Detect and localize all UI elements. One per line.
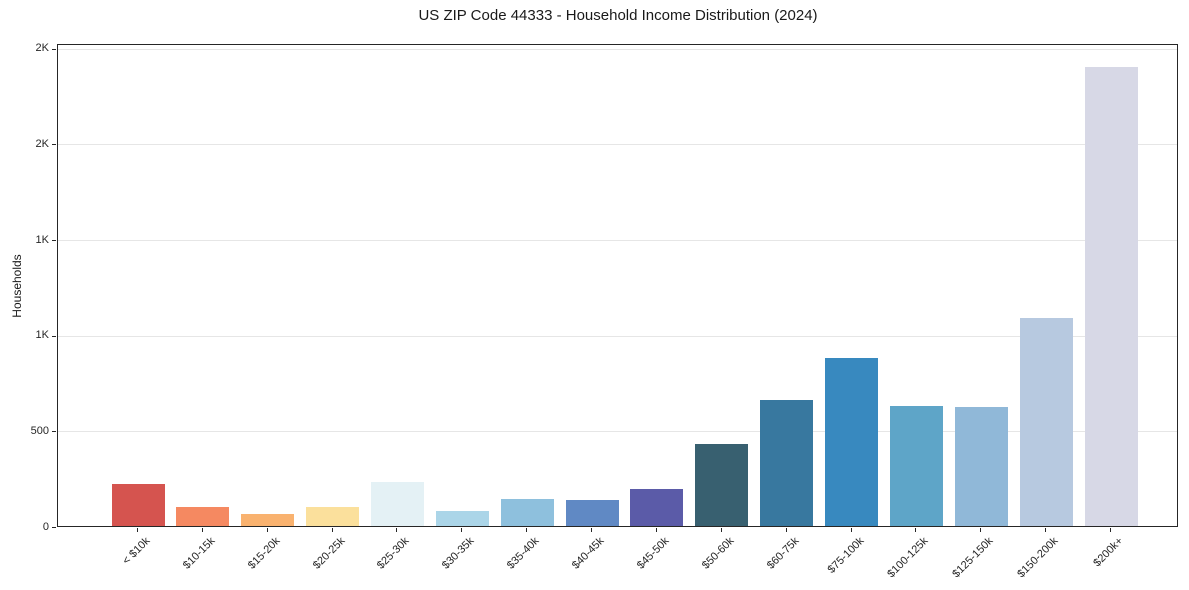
bar-100-125k bbox=[889, 405, 943, 526]
y-tick-mark bbox=[52, 527, 56, 528]
bar-50-60k bbox=[695, 444, 749, 526]
x-tick-mark bbox=[137, 528, 138, 532]
bar-10-15k bbox=[176, 506, 230, 526]
bar-200k bbox=[1084, 66, 1138, 526]
x-tick-mark bbox=[655, 528, 657, 532]
y-tick-label: 500 bbox=[30, 424, 49, 437]
y-tick-label: 0 bbox=[42, 520, 49, 533]
bar-75-100k bbox=[825, 358, 879, 526]
chart-title: US ZIP Code 44333 - Household Income Dis… bbox=[418, 7, 818, 24]
y-tick-label: 1K bbox=[35, 329, 49, 342]
gridline bbox=[58, 335, 1177, 337]
gridline bbox=[58, 144, 1177, 146]
y-tick-mark bbox=[52, 335, 56, 337]
bar-30-35k bbox=[435, 510, 489, 526]
bar-40-45k bbox=[565, 499, 619, 526]
bar-35-40k bbox=[500, 498, 554, 526]
x-tick-mark bbox=[785, 528, 787, 532]
gridline bbox=[58, 240, 1177, 242]
x-tick-mark bbox=[461, 528, 463, 532]
bar-20-25k bbox=[306, 507, 360, 526]
bar-150-200k bbox=[1019, 317, 1073, 526]
gridline bbox=[58, 431, 1177, 433]
bar-125-150k bbox=[954, 407, 1008, 526]
x-tick-mark bbox=[720, 528, 722, 532]
bar-60-75k bbox=[760, 399, 814, 526]
y-tick-mark bbox=[52, 144, 56, 146]
x-tick-mark bbox=[980, 528, 982, 532]
bar-10k bbox=[111, 483, 165, 526]
y-tick-label: 2K bbox=[35, 42, 49, 55]
x-tick-label: < $10k bbox=[120, 535, 153, 568]
y-tick-label: 1K bbox=[35, 233, 49, 246]
x-tick-mark bbox=[591, 528, 593, 532]
x-tick-mark bbox=[1045, 528, 1047, 532]
gridline bbox=[58, 48, 1177, 50]
x-tick-mark bbox=[201, 528, 203, 532]
y-tick-mark bbox=[52, 240, 56, 242]
y-tick-mark bbox=[52, 48, 56, 50]
bar-25-30k bbox=[370, 482, 424, 526]
x-tick-mark bbox=[915, 528, 917, 532]
x-tick-mark bbox=[526, 528, 528, 532]
bar-15-20k bbox=[241, 514, 295, 526]
y-tick-mark bbox=[52, 431, 56, 433]
x-tick-mark bbox=[850, 528, 852, 532]
plot-area bbox=[57, 44, 1178, 527]
bar-45-50k bbox=[630, 489, 684, 526]
x-tick-mark bbox=[331, 528, 333, 532]
x-tick-mark bbox=[396, 528, 398, 532]
x-tick-mark bbox=[1110, 528, 1112, 532]
y-tick-label: 2K bbox=[35, 137, 49, 150]
x-tick-mark bbox=[266, 528, 268, 532]
